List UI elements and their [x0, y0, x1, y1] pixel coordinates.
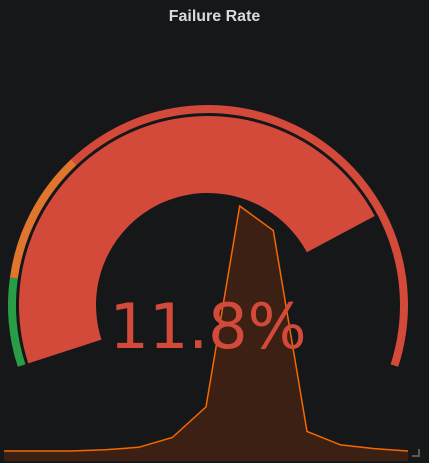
sparkline-area — [4, 206, 408, 461]
panel-title[interactable]: Failure Rate — [168, 8, 261, 25]
threshold-segment — [9, 159, 77, 279]
resize-handle[interactable] — [412, 449, 420, 457]
threshold-segment — [7, 277, 26, 367]
gauge-value: 11.8% — [110, 290, 307, 363]
sparkline-line — [4, 204, 409, 452]
threshold-band — [7, 104, 408, 367]
gauge-value-arc — [19, 116, 375, 364]
